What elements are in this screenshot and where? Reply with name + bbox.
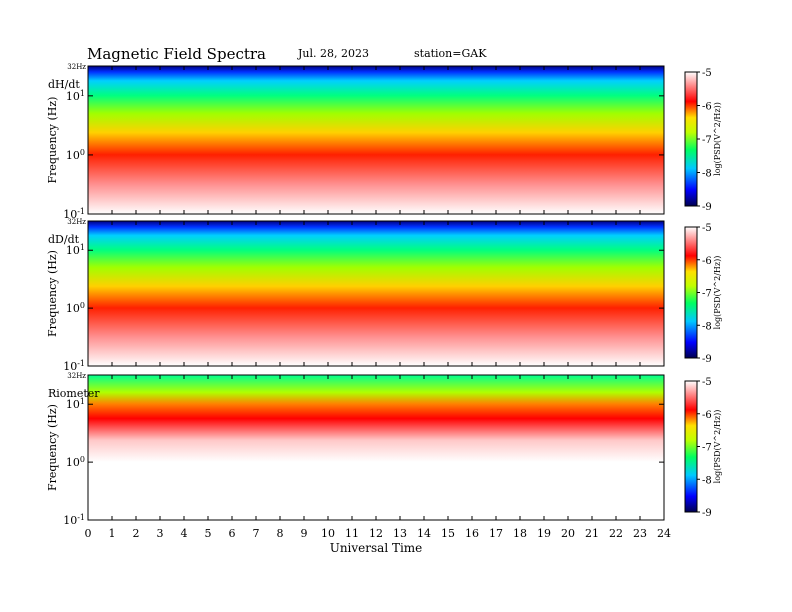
- colorbar-tick-label: -7: [702, 135, 712, 146]
- x-tick-label: 15: [441, 527, 455, 540]
- panel-label: Riometer: [48, 387, 100, 400]
- y-tick-label: 10-1: [63, 207, 85, 221]
- ytop-label: 32Hz: [67, 218, 86, 226]
- colorbar-tick-label: -7: [702, 289, 712, 300]
- y-tick-label: 101: [66, 397, 85, 411]
- x-tick-label: 24: [657, 527, 671, 540]
- x-tick-label: 22: [609, 527, 623, 540]
- ytop-label: 32Hz: [67, 372, 86, 380]
- colorbar-tick-label: -9: [702, 354, 712, 365]
- x-tick-label: 6: [229, 527, 236, 540]
- spectrogram: [88, 375, 664, 520]
- panel-label: dD/dt: [48, 233, 80, 246]
- x-axis-label: Universal Time: [330, 541, 423, 555]
- x-tick-label: 13: [393, 527, 407, 540]
- colorbar-label: log(PSD(V^2/Hz)): [713, 256, 722, 330]
- x-tick-label: 3: [157, 527, 164, 540]
- x-tick-label: 7: [253, 527, 260, 540]
- colorbar-label: log(PSD(V^2/Hz)): [713, 102, 722, 176]
- y-axis-label: Frequency (Hz): [46, 97, 59, 184]
- panel-0: [87, 65, 700, 215]
- x-tick-label: 10: [321, 527, 335, 540]
- colorbar-tick-label: -8: [702, 169, 712, 180]
- colorbar-tick-label: -6: [702, 256, 712, 267]
- colorbar-tick-label: -7: [702, 443, 712, 454]
- x-tick-label: 9: [301, 527, 308, 540]
- y-tick-label: 100: [66, 148, 85, 162]
- colorbar-tick-label: -6: [702, 410, 712, 421]
- spectrogram: [88, 66, 664, 214]
- panel-1: [87, 220, 700, 367]
- x-tick-label: 2: [133, 527, 140, 540]
- colorbar: [684, 226, 698, 359]
- colorbar: [684, 380, 698, 513]
- colorbar-tick-label: -9: [702, 202, 712, 213]
- x-tick-label: 11: [345, 527, 359, 540]
- colorbar-tick-label: -5: [702, 68, 712, 79]
- colorbar: [684, 71, 698, 207]
- y-tick-label: 10-1: [63, 513, 85, 527]
- x-tick-label: 16: [465, 527, 479, 540]
- x-tick-label: 12: [369, 527, 383, 540]
- station-label: station=GAK: [414, 47, 487, 60]
- panel-2: [87, 374, 700, 521]
- y-tick-label: 10-1: [63, 359, 85, 373]
- colorbar-tick-label: -9: [702, 508, 712, 519]
- chart-title: Magnetic Field Spectra: [87, 45, 266, 63]
- x-tick-label: 5: [205, 527, 212, 540]
- x-tick-label: 19: [537, 527, 551, 540]
- x-tick-label: 1: [109, 527, 116, 540]
- x-tick-label: 23: [633, 527, 647, 540]
- x-tick-label: 0: [85, 527, 92, 540]
- colorbar-label: log(PSD(V^2/Hz)): [713, 410, 722, 484]
- x-tick-label: 17: [489, 527, 503, 540]
- ytop-label: 32Hz: [67, 63, 86, 71]
- x-tick-label: 4: [181, 527, 188, 540]
- y-tick-label: 101: [66, 243, 85, 257]
- date-label: Jul. 28, 2023: [298, 47, 369, 60]
- x-tick-label: 18: [513, 527, 527, 540]
- panel-label: dH/dt: [48, 78, 80, 91]
- colorbar-tick-label: -6: [702, 102, 712, 113]
- spectrogram: [88, 221, 664, 366]
- y-tick-label: 100: [66, 455, 85, 469]
- colorbar-tick-label: -5: [702, 223, 712, 234]
- y-axis-label: Frequency (Hz): [46, 250, 59, 337]
- y-tick-label: 100: [66, 301, 85, 315]
- x-tick-label: 8: [277, 527, 284, 540]
- x-tick-label: 21: [585, 527, 599, 540]
- colorbar-tick-label: -8: [702, 475, 712, 486]
- colorbar-tick-label: -5: [702, 377, 712, 388]
- y-tick-label: 101: [66, 89, 85, 103]
- x-tick-label: 14: [417, 527, 431, 540]
- colorbar-tick-label: -8: [702, 321, 712, 332]
- x-tick-label: 20: [561, 527, 575, 540]
- y-axis-label: Frequency (Hz): [46, 404, 59, 491]
